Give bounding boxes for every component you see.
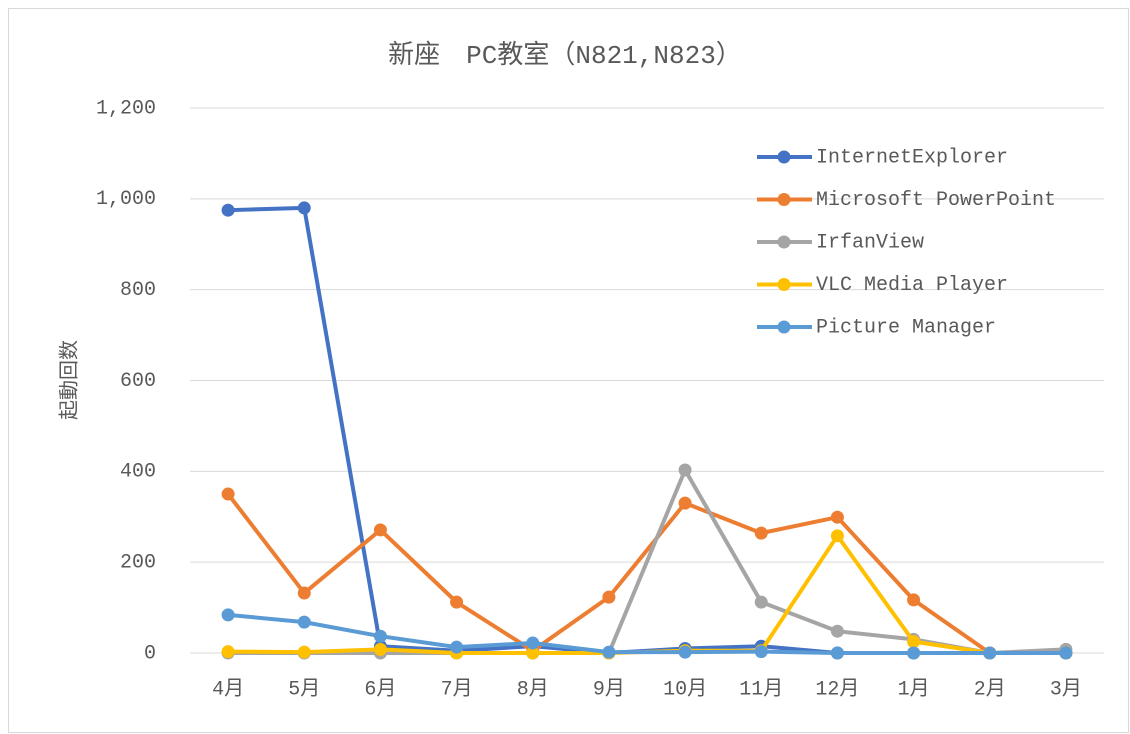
y-tick-label: 1,200 (96, 97, 156, 120)
data-point (1059, 646, 1073, 660)
legend-label: InternetExplorer (816, 146, 1008, 169)
data-point (907, 646, 921, 660)
x-tick-label: 12月 (815, 677, 859, 701)
data-point (297, 201, 311, 215)
x-tick-label: 6月 (364, 677, 396, 701)
y-tick-label: 600 (120, 370, 156, 393)
y-tick-label: 200 (120, 551, 156, 574)
x-tick-label: 7月 (441, 677, 473, 701)
data-point (907, 593, 921, 607)
data-point (754, 526, 768, 540)
x-tick-label: 11月 (739, 677, 783, 701)
x-tick-label: 1月 (898, 677, 930, 701)
y-tick-label: 1,000 (96, 188, 156, 211)
data-point (602, 590, 616, 604)
data-point (678, 645, 692, 659)
data-point (754, 645, 768, 659)
legend-label: VLC Media Player (816, 274, 1008, 297)
data-point (678, 463, 692, 477)
legend-marker (777, 193, 791, 206)
legend-marker (777, 150, 791, 164)
legend-marker (777, 278, 791, 291)
data-point (678, 496, 692, 510)
data-point (373, 642, 387, 656)
series-line (226, 492, 1066, 655)
data-point (830, 624, 844, 638)
data-point (754, 595, 768, 609)
data-point (450, 640, 464, 654)
data-point (373, 523, 387, 537)
x-tick-label: 3月 (1050, 677, 1082, 701)
x-tick-label: 10月 (663, 677, 707, 701)
data-point (221, 645, 235, 659)
data-point (297, 645, 311, 659)
legend-label: IrfanView (816, 231, 924, 254)
data-point (221, 608, 235, 622)
legend-label: Microsoft PowerPoint (816, 189, 1056, 212)
y-axis-label: 起動回数 (57, 340, 82, 420)
data-point (830, 529, 844, 543)
data-point (602, 645, 616, 659)
legend-marker (777, 235, 791, 249)
data-point (830, 510, 844, 524)
x-tick-label: 8月 (517, 677, 549, 701)
chart-title: 新座 PC教室（N821,N823） (388, 40, 742, 71)
data-point (526, 636, 540, 650)
data-point (221, 487, 235, 501)
legend-label: Picture Manager (816, 316, 996, 339)
data-point (983, 646, 997, 660)
data-point (907, 635, 921, 649)
x-tick-label: 9月 (593, 677, 625, 701)
data-point (297, 615, 311, 629)
y-tick-label: 0 (144, 642, 156, 665)
y-tick-label: 400 (120, 461, 156, 484)
chart-border (8, 8, 1129, 733)
x-tick-label: 4月 (212, 677, 244, 701)
data-point (526, 646, 540, 660)
x-tick-label: 5月 (288, 677, 320, 701)
data-point (830, 646, 844, 660)
data-point (221, 203, 235, 217)
data-point (373, 629, 387, 643)
y-tick-label: 800 (120, 279, 156, 302)
series-line (227, 612, 1066, 655)
x-tick-label: 2月 (974, 677, 1006, 701)
legend-marker (777, 320, 791, 334)
data-point (450, 595, 464, 609)
data-point (297, 586, 311, 600)
